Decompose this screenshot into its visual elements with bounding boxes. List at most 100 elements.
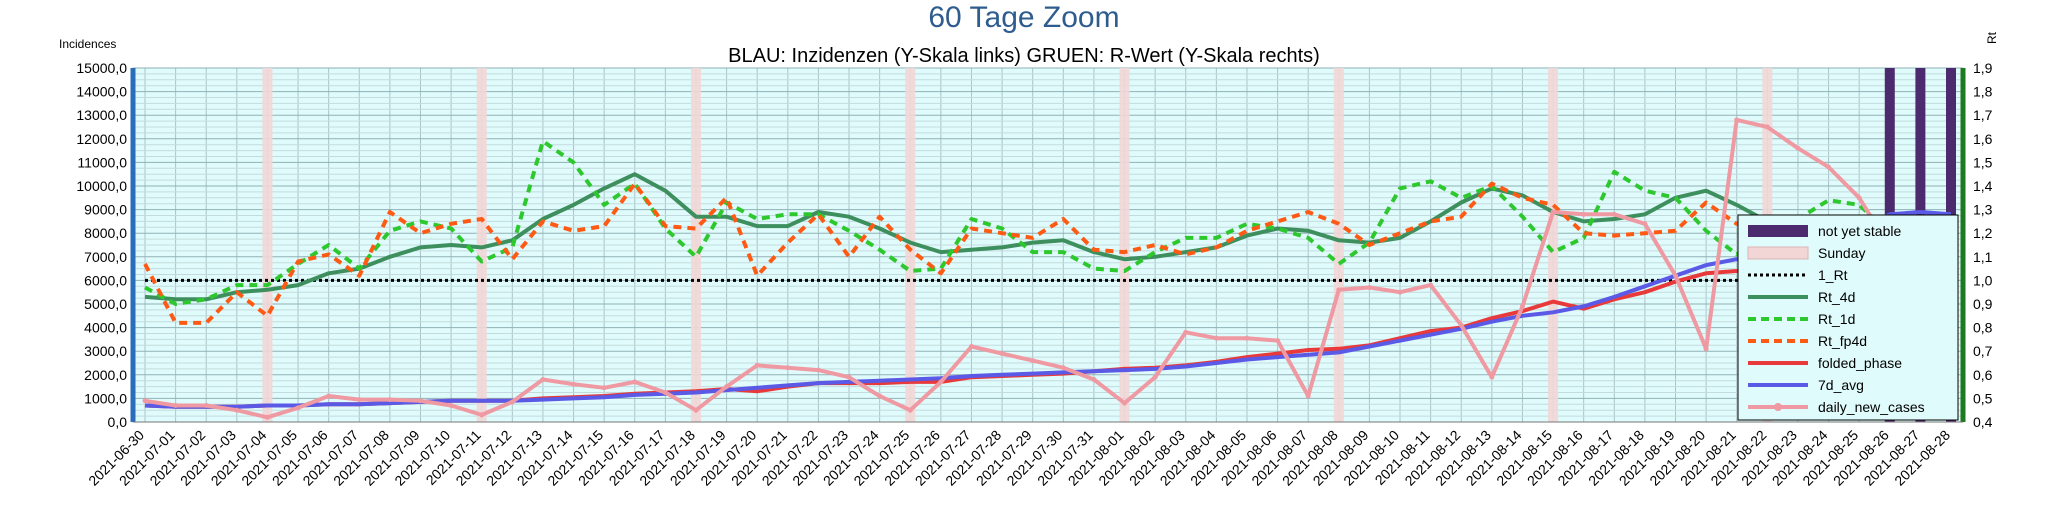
y-tick-right: 0,7 xyxy=(1973,343,1993,359)
data-point-daily-new-cases xyxy=(1581,211,1587,217)
data-point-daily-new-cases xyxy=(1030,358,1036,364)
legend-label: daily_new_cases xyxy=(1818,399,1925,415)
y-tick-right: 1,9 xyxy=(1973,60,1993,76)
data-point-daily-new-cases xyxy=(877,393,883,399)
legend-label: Sunday xyxy=(1818,245,1865,261)
legend-swatch xyxy=(1748,225,1808,237)
series-line-Rt-1d xyxy=(144,139,1953,306)
data-point-daily-new-cases xyxy=(417,398,423,404)
data-point-daily-new-cases xyxy=(815,367,821,373)
data-point-daily-new-cases xyxy=(785,365,791,371)
y-tick-left: 0,0 xyxy=(108,414,128,430)
data-point-daily-new-cases xyxy=(326,393,332,399)
y-axis-left-label: Incidences xyxy=(59,37,116,51)
data-point-daily-new-cases xyxy=(1795,145,1801,151)
y-tick-left: 10000,0 xyxy=(76,178,127,194)
legend-label: not yet stable xyxy=(1818,223,1901,239)
legend-label: 1_Rt xyxy=(1818,267,1848,283)
sunday-bar xyxy=(1548,68,1559,422)
data-point-daily-new-cases xyxy=(448,402,454,408)
data-point-daily-new-cases xyxy=(356,397,362,403)
legend-label: folded_phase xyxy=(1818,355,1902,371)
sunday-bar xyxy=(690,68,701,422)
data-point-daily-new-cases xyxy=(1764,124,1770,130)
y-tick-right: 0,9 xyxy=(1973,296,1993,312)
data-point-daily-new-cases xyxy=(1519,303,1525,309)
sunday-bar xyxy=(262,68,273,422)
data-point-daily-new-cases xyxy=(540,377,546,383)
data-point-daily-new-cases xyxy=(1703,346,1709,352)
data-point-daily-new-cases xyxy=(1152,374,1158,380)
y-tick-left: 11000,0 xyxy=(77,154,127,170)
y-tick-right: 0,6 xyxy=(1973,367,1993,383)
data-point-daily-new-cases xyxy=(1673,273,1679,279)
data-point-daily-new-cases xyxy=(387,397,393,403)
y-tick-right: 1,2 xyxy=(1973,225,1993,241)
data-point-daily-new-cases xyxy=(264,414,270,420)
y-tick-left: 6000,0 xyxy=(84,272,127,288)
y-tick-left: 15000,0 xyxy=(76,60,127,76)
y-tick-right: 0,8 xyxy=(1973,320,1993,336)
data-point-daily-new-cases xyxy=(1122,400,1128,406)
data-point-daily-new-cases xyxy=(1213,335,1219,341)
y-tick-right: 1,5 xyxy=(1973,154,1993,170)
y-tick-left: 2000,0 xyxy=(84,367,127,383)
y-tick-right: 1,0 xyxy=(1973,272,1993,288)
data-point-daily-new-cases xyxy=(1397,289,1403,295)
data-point-daily-new-cases xyxy=(173,402,179,408)
y-tick-left: 14000,0 xyxy=(76,84,127,100)
data-point-daily-new-cases xyxy=(1060,365,1066,371)
data-point-daily-new-cases xyxy=(1826,164,1832,170)
legend-label: 7d_avg xyxy=(1818,377,1864,393)
y-tick-right: 1,1 xyxy=(1973,249,1993,265)
y-axis-right-label: Rt xyxy=(1985,31,1999,44)
sunday-bar xyxy=(1119,68,1130,422)
data-point-daily-new-cases xyxy=(1275,338,1281,344)
data-point-daily-new-cases xyxy=(846,374,852,380)
data-point-daily-new-cases xyxy=(632,379,638,385)
y-tick-right: 1,6 xyxy=(1973,131,1993,147)
y-tick-right: 0,5 xyxy=(1973,390,1993,406)
legend-label: Rt_1d xyxy=(1818,311,1855,327)
data-point-daily-new-cases xyxy=(1458,322,1464,328)
y-tick-left: 9000,0 xyxy=(84,202,127,218)
series-line-7d-avg xyxy=(144,210,1952,409)
series-line-daily-new-cases xyxy=(144,117,1952,420)
data-point-daily-new-cases xyxy=(479,412,485,418)
data-point-daily-new-cases xyxy=(142,398,148,404)
sunday-bar xyxy=(905,68,916,422)
y-tick-left: 13000,0 xyxy=(76,107,127,123)
data-point-daily-new-cases xyxy=(601,385,607,391)
y-tick-right: 1,4 xyxy=(1973,178,1993,194)
data-point-daily-new-cases xyxy=(1183,329,1189,335)
data-point-daily-new-cases xyxy=(968,343,974,349)
y-tick-right: 1,8 xyxy=(1973,84,1993,100)
data-point-daily-new-cases xyxy=(754,362,760,368)
legend-swatch xyxy=(1747,246,1809,260)
data-point-daily-new-cases xyxy=(1734,117,1740,123)
data-point-daily-new-cases xyxy=(295,405,301,411)
sunday-bar xyxy=(1333,68,1344,422)
y-tick-right: 1,3 xyxy=(1973,202,1993,218)
data-point-daily-new-cases xyxy=(938,379,944,385)
data-point-daily-new-cases xyxy=(1305,393,1311,399)
y-tick-left: 5000,0 xyxy=(84,296,127,312)
y-tick-left: 1000,0 xyxy=(84,390,127,406)
data-point-daily-new-cases xyxy=(509,399,515,405)
y-tick-right: 0,4 xyxy=(1973,414,1993,430)
data-point-daily-new-cases xyxy=(1366,284,1372,290)
y-tick-left: 4000,0 xyxy=(84,320,127,336)
data-point-daily-new-cases xyxy=(1428,282,1434,288)
y-tick-left: 12000,0 xyxy=(76,131,127,147)
legend-label: Rt_fp4d xyxy=(1818,333,1867,349)
y-tick-left: 3000,0 xyxy=(84,343,127,359)
data-point-daily-new-cases xyxy=(571,381,577,387)
data-point-daily-new-cases xyxy=(234,407,240,413)
data-point-daily-new-cases xyxy=(999,351,1005,357)
series-line-Rt-4d xyxy=(144,172,1953,302)
data-point-daily-new-cases xyxy=(203,402,209,408)
data-point-daily-new-cases xyxy=(693,407,699,413)
data-point-daily-new-cases xyxy=(1489,374,1495,380)
